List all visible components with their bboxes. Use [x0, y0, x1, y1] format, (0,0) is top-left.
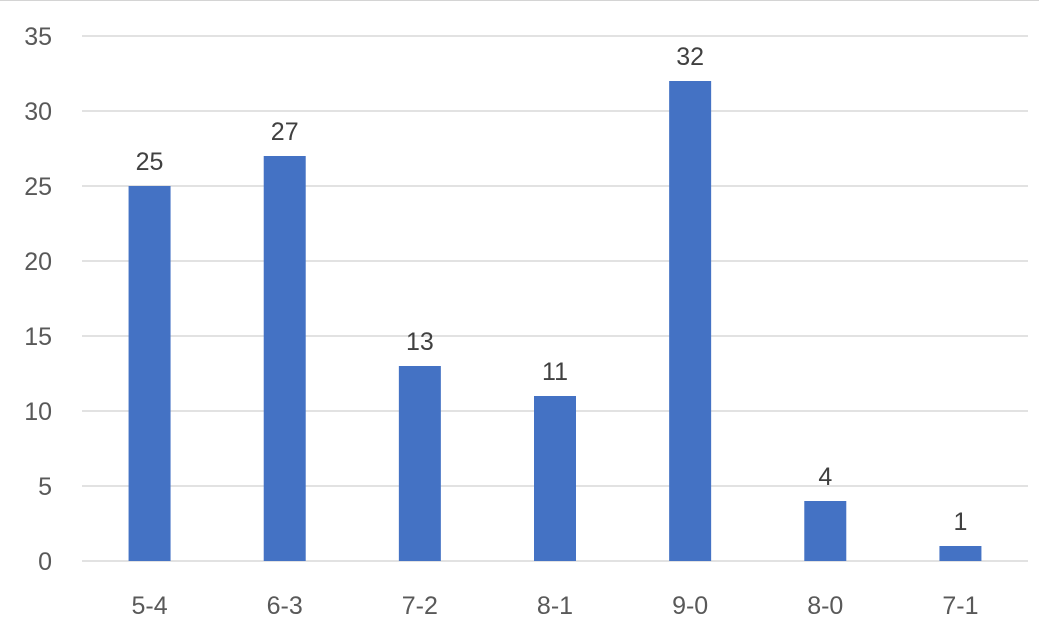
- bar: [263, 156, 306, 561]
- y-tick-label: 15: [24, 323, 52, 351]
- bars: [128, 81, 982, 561]
- y-tick-label: 20: [24, 248, 52, 276]
- x-tick-label: 7-2: [402, 592, 438, 620]
- bar: [534, 396, 576, 561]
- data-label: 1: [953, 508, 967, 536]
- x-tick-label: 6-3: [267, 592, 303, 620]
- data-label: 13: [406, 328, 434, 356]
- y-tick-label: 30: [24, 98, 52, 126]
- y-axis-ticks: 0 5 10 15 20 25 30 35: [24, 23, 52, 576]
- data-label: 25: [136, 148, 164, 176]
- data-label: 27: [271, 118, 299, 146]
- y-tick-label: 10: [24, 398, 52, 426]
- y-tick-label: 5: [38, 473, 52, 501]
- x-tick-label: 5-4: [132, 592, 168, 620]
- data-label: 4: [818, 463, 832, 491]
- y-tick-label: 25: [24, 173, 52, 201]
- x-axis-ticks: 5-4 6-3 7-2 8-1 9-0 8-0 7-1: [132, 592, 979, 620]
- bar: [398, 366, 441, 561]
- data-label: 11: [542, 358, 568, 386]
- bar: [128, 186, 171, 561]
- data-label: 32: [676, 43, 704, 71]
- bar: [669, 81, 712, 561]
- data-labels: 25 27 13 11 32 4 1: [136, 43, 968, 536]
- x-tick-label: 8-0: [807, 592, 843, 620]
- x-tick-label: 8-1: [537, 592, 573, 620]
- x-tick-label: 9-0: [672, 592, 708, 620]
- y-tick-label: 0: [38, 548, 52, 576]
- bar: [804, 501, 847, 561]
- y-tick-label: 35: [24, 23, 52, 51]
- x-tick-label: 7-1: [942, 592, 978, 620]
- bar: [939, 546, 982, 561]
